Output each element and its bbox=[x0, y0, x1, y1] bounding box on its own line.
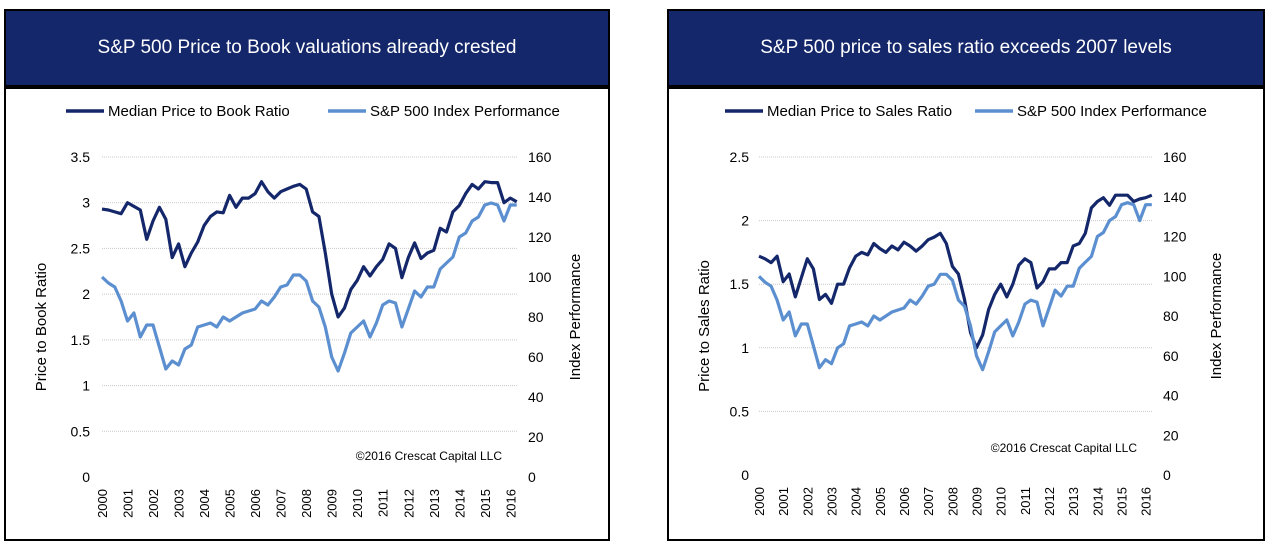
x-tick-label: 2007 bbox=[921, 487, 936, 516]
x-tick-label: 2013 bbox=[1066, 487, 1081, 516]
y2-tick-label: 0 bbox=[528, 469, 536, 485]
y-tick-label: 1 bbox=[741, 340, 749, 356]
chart-title-left: S&P 500 Price to Book valuations already… bbox=[97, 37, 517, 58]
chart-right: 0 0.5 1 1.5 2 2.5 0 20 40 60 80 100 120 140 160 2000 200… bbox=[696, 103, 1225, 516]
y2-tick-label: 120 bbox=[528, 229, 552, 245]
x-tick-label: 2003 bbox=[172, 489, 187, 518]
y2-tick-label: 140 bbox=[528, 189, 552, 205]
y2-tick-label: 160 bbox=[528, 149, 552, 165]
y2-tick-label: 160 bbox=[1163, 149, 1187, 165]
y-tick-label: 0.5 bbox=[71, 423, 91, 439]
index-performance-line bbox=[757, 201, 1152, 372]
x-tick-label: 2001 bbox=[776, 487, 791, 516]
x-tick-label: 2002 bbox=[146, 489, 161, 518]
x-tick-label: 2001 bbox=[121, 489, 136, 518]
x-tick-label: 2016 bbox=[503, 489, 518, 518]
y-tick-label: 2 bbox=[741, 213, 749, 229]
copyright-watermark: ©2016 Crescat Capital LLC bbox=[991, 441, 1138, 455]
chart-title-banner-left: S&P 500 Price to Book valuations already… bbox=[4, 9, 610, 87]
y2-axis-label: Index Performance bbox=[1208, 253, 1225, 380]
legend-label: Median Price to Book Ratio bbox=[108, 103, 290, 120]
median-ratio-line bbox=[101, 180, 518, 319]
x-tick-label: 2000 bbox=[752, 487, 767, 516]
x-tick-label: 2009 bbox=[970, 487, 985, 516]
x-tick-label: 2008 bbox=[299, 489, 314, 518]
chart-title-right: S&P 500 price to sales ratio exceeds 200… bbox=[760, 37, 1172, 58]
median-ratio-line bbox=[758, 193, 1153, 350]
y-tick-label: 0 bbox=[741, 467, 749, 483]
x-tick-label: 2015 bbox=[1115, 487, 1130, 516]
chart-panel-right: 0 0.5 1 1.5 2 2.5 0 20 40 60 80 100 120 140 160 2000 200… bbox=[667, 87, 1265, 541]
chart-panel-left: 0 0.5 1 1.5 2 2.5 3 3.5 0 20 40 60 80 100 120 140 160 200… bbox=[4, 87, 610, 541]
y-tick-label: 2.5 bbox=[71, 240, 91, 256]
y2-tick-label: 40 bbox=[1163, 388, 1179, 404]
x-tick-label: 2013 bbox=[427, 489, 442, 518]
y-tick-label: 1.5 bbox=[71, 332, 91, 348]
y-tick-label: 1.5 bbox=[730, 276, 750, 292]
y-tick-label: 2 bbox=[82, 286, 90, 302]
y2-tick-label: 80 bbox=[528, 309, 544, 325]
x-tick-label: 2011 bbox=[1018, 487, 1033, 515]
chart-left: 0 0.5 1 1.5 2 2.5 3 3.5 0 20 40 60 80 100 120 140 160 200… bbox=[33, 103, 584, 518]
y-tick-label: 0 bbox=[82, 469, 90, 485]
legend-label: Median Price to Sales Ratio bbox=[767, 103, 952, 120]
y2-tick-label: 0 bbox=[1163, 467, 1171, 483]
x-tick-label: 2005 bbox=[873, 487, 888, 516]
chart-title-banner-right: S&P 500 price to sales ratio exceeds 200… bbox=[667, 9, 1265, 87]
y-tick-label: 2.5 bbox=[730, 149, 750, 165]
x-tick-label: 2000 bbox=[95, 489, 110, 518]
x-tick-label: 2007 bbox=[274, 489, 289, 518]
x-tick-label: 2016 bbox=[1139, 487, 1154, 516]
y2-axis-label: Index Performance bbox=[567, 254, 584, 381]
y2-tick-label: 40 bbox=[528, 389, 544, 405]
x-tick-label: 2014 bbox=[1090, 487, 1105, 516]
x-tick-label: 2004 bbox=[849, 487, 864, 516]
x-tick-label: 2003 bbox=[825, 487, 840, 516]
y2-tick-label: 60 bbox=[528, 349, 544, 365]
x-tick-label: 2005 bbox=[223, 489, 238, 518]
legend-label: S&P 500 Index Performance bbox=[370, 103, 560, 120]
copyright-watermark: ©2016 Crescat Capital LLC bbox=[356, 449, 503, 463]
y2-tick-label: 100 bbox=[528, 269, 552, 285]
y-axis-label: Price to Book Ratio bbox=[33, 263, 50, 391]
y-tick-label: 3 bbox=[82, 195, 90, 211]
legend-label: S&P 500 Index Performance bbox=[1017, 103, 1207, 120]
x-tick-label: 2006 bbox=[897, 487, 912, 516]
x-tick-label: 2010 bbox=[994, 487, 1009, 516]
x-tick-label: 2012 bbox=[401, 489, 416, 518]
x-tick-label: 2004 bbox=[197, 489, 212, 518]
y-tick-label: 3.5 bbox=[71, 149, 91, 165]
y-tick-label: 1 bbox=[82, 378, 90, 394]
y-axis-label: Price to Sales Ratio bbox=[696, 260, 713, 392]
x-tick-label: 2008 bbox=[945, 487, 960, 516]
index-performance-line bbox=[100, 201, 517, 373]
x-tick-label: 2011 bbox=[376, 489, 391, 517]
x-tick-label: 2015 bbox=[478, 489, 493, 518]
x-tick-label: 2009 bbox=[325, 489, 340, 518]
y2-tick-label: 20 bbox=[1163, 427, 1179, 443]
y2-tick-label: 80 bbox=[1163, 308, 1179, 324]
x-tick-label: 2014 bbox=[452, 489, 467, 518]
x-tick-label: 2010 bbox=[350, 489, 365, 518]
y-tick-label: 0.5 bbox=[730, 403, 750, 419]
y2-tick-label: 120 bbox=[1163, 229, 1187, 245]
x-tick-label: 2006 bbox=[248, 489, 263, 518]
x-tick-label: 2002 bbox=[800, 487, 815, 516]
y2-tick-label: 20 bbox=[528, 429, 544, 445]
x-tick-label: 2012 bbox=[1042, 487, 1057, 516]
y2-tick-label: 100 bbox=[1163, 268, 1187, 284]
y2-tick-label: 60 bbox=[1163, 348, 1179, 364]
y2-tick-label: 140 bbox=[1163, 189, 1187, 205]
